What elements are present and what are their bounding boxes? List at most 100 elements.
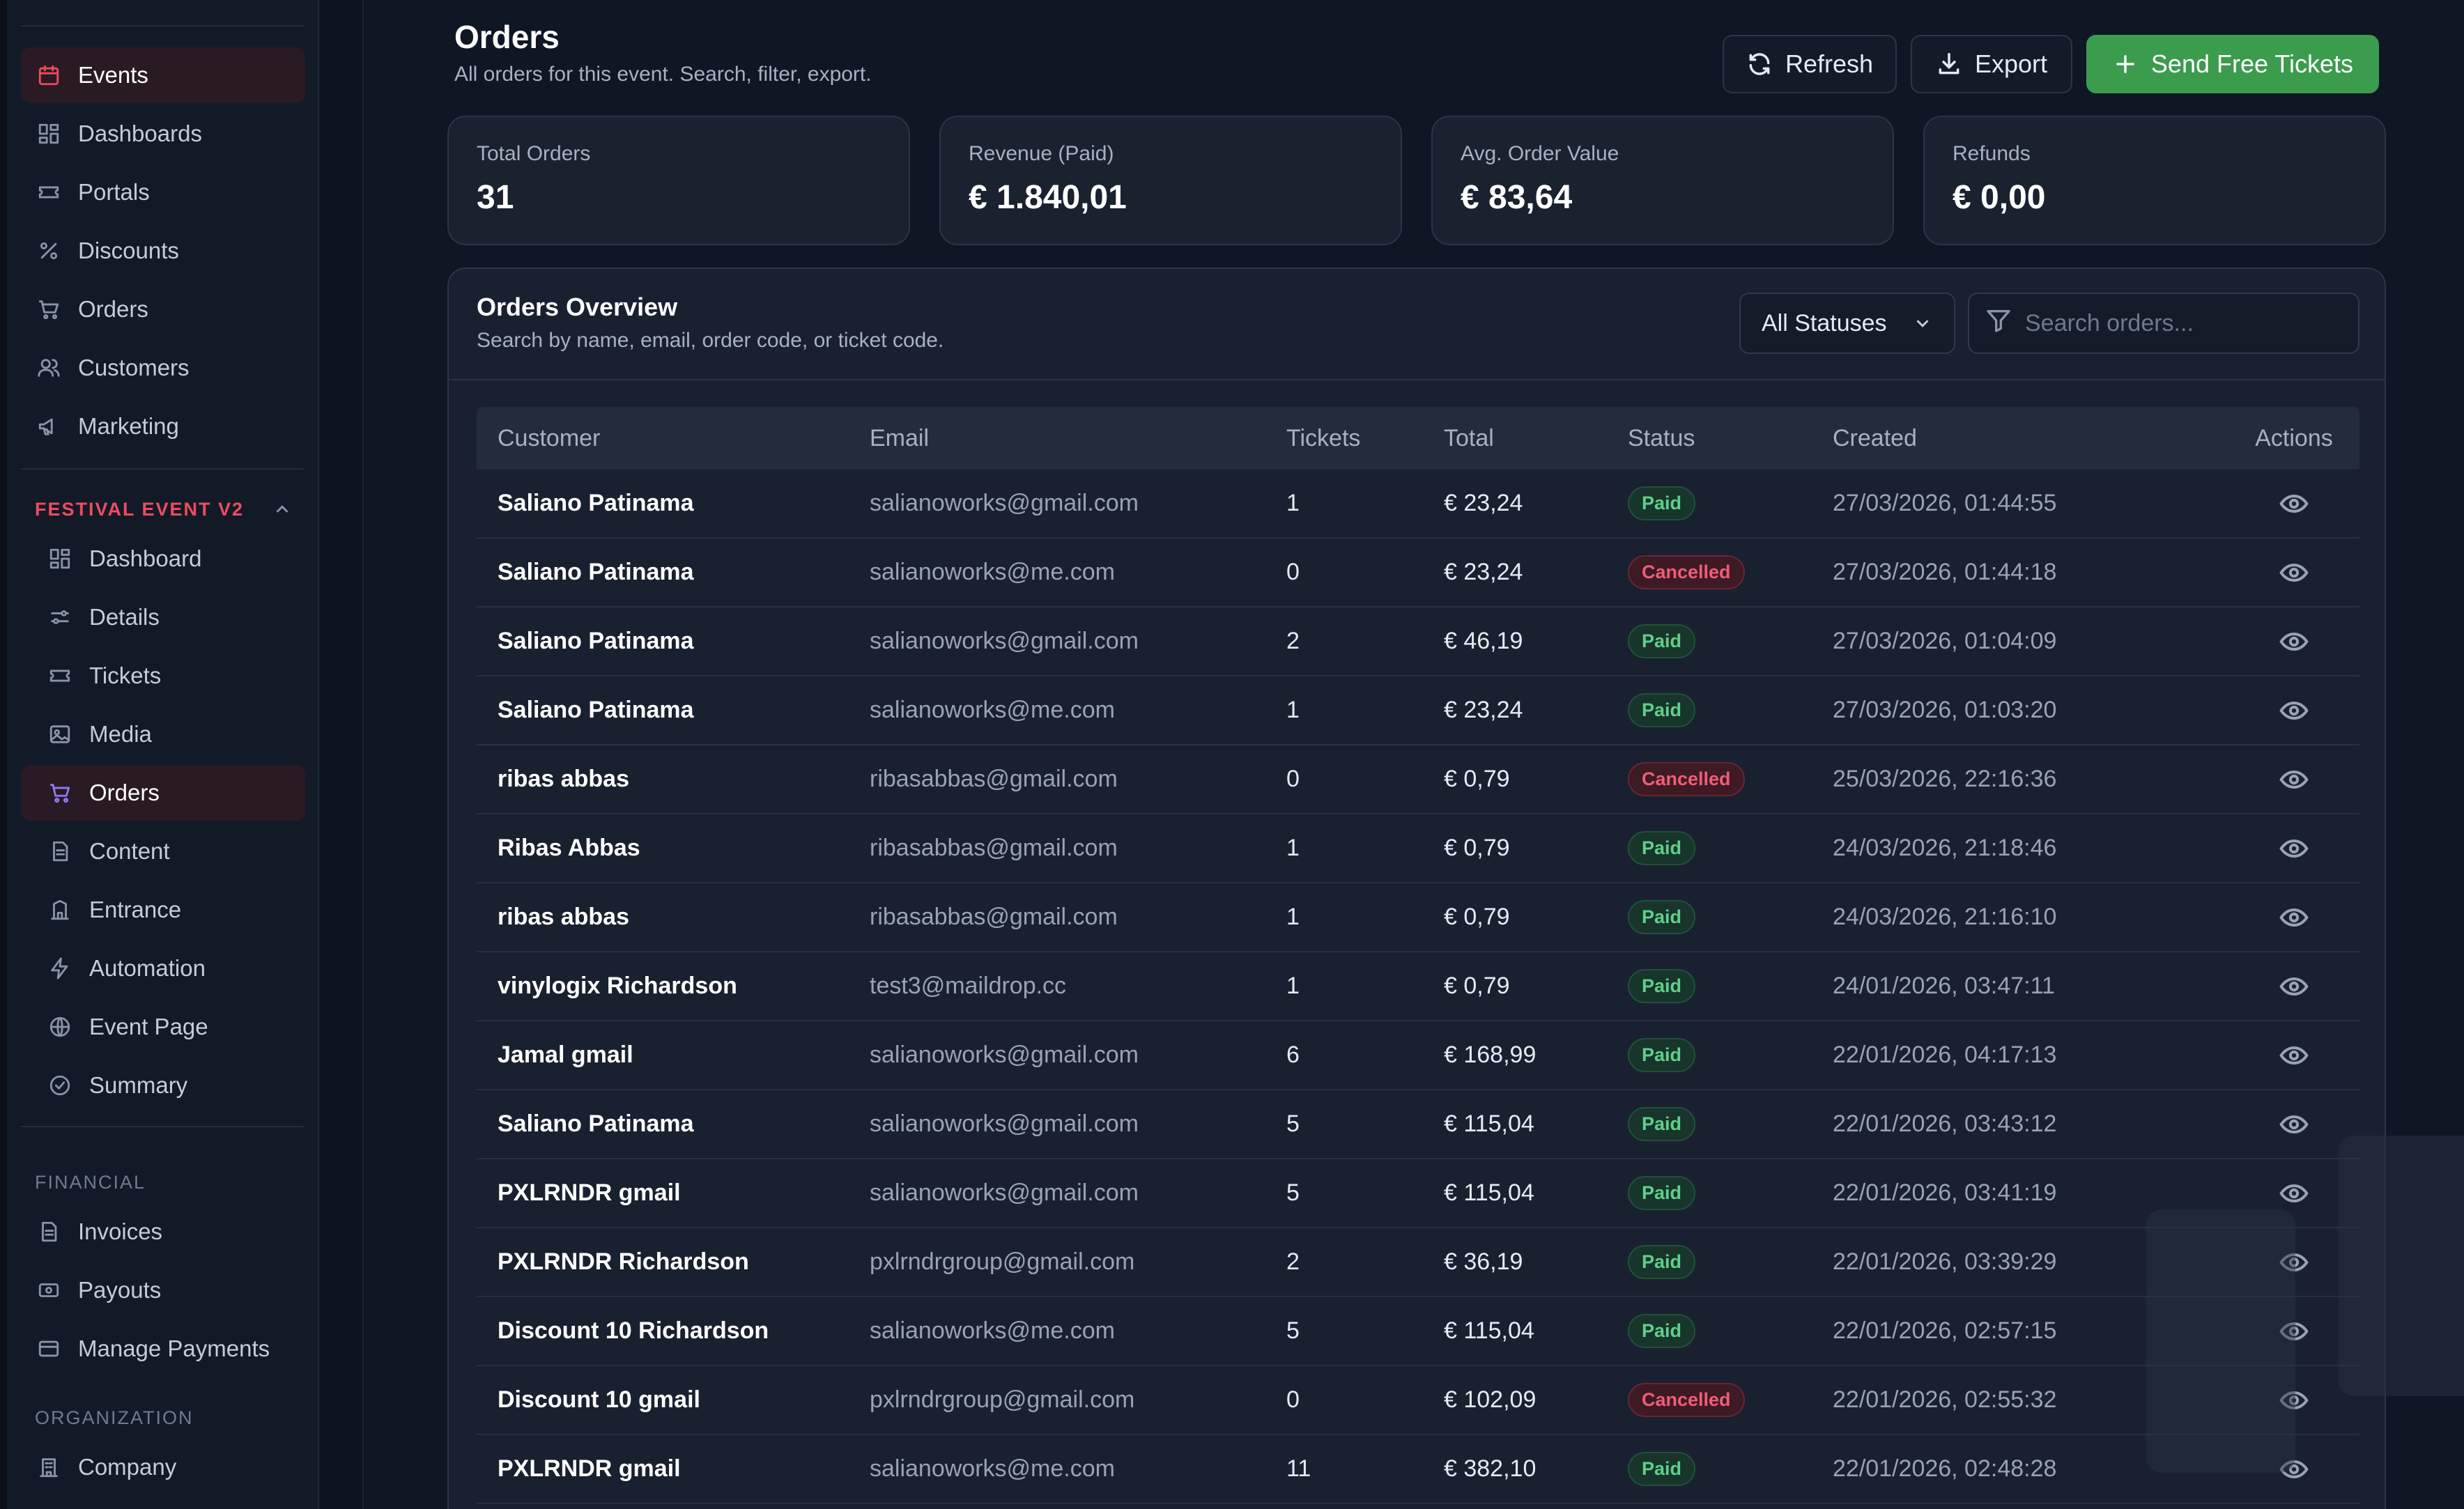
- section-label: FINANCIAL: [35, 1172, 146, 1193]
- view-order-button[interactable]: [2228, 488, 2359, 519]
- customer-name: Saliano Patinama: [498, 1111, 694, 1137]
- eye-icon: [2279, 1184, 2309, 1202]
- sidebar-item-events[interactable]: Events: [21, 47, 305, 103]
- order-total: € 23,24: [1444, 490, 1523, 516]
- refresh-button[interactable]: Refresh: [1723, 35, 1897, 93]
- export-label: Export: [1974, 49, 2048, 78]
- view-order-button[interactable]: [2228, 1040, 2359, 1071]
- view-order-button[interactable]: [2228, 557, 2359, 588]
- ticket-icon: [46, 662, 74, 690]
- created-at: 22/01/2026, 03:43:12: [1833, 1111, 2057, 1137]
- status-cell: Paid: [1628, 624, 1833, 658]
- sidebar-item-tickets[interactable]: Tickets: [21, 648, 305, 704]
- sidebar-item-company[interactable]: Company: [21, 1439, 305, 1495]
- table-row[interactable]: Jamal gmail salianoworks@gmail.com 6 € 1…: [477, 1021, 2359, 1090]
- status-badge: Paid: [1628, 1314, 1696, 1348]
- search-input[interactable]: [2025, 309, 2358, 337]
- eye-icon: [2279, 1115, 2309, 1133]
- customer-email: test3@maildrop.cc: [870, 973, 1067, 999]
- view-order-button[interactable]: [2228, 764, 2359, 795]
- eye-icon: [2279, 563, 2309, 582]
- sidebar-item-dashboards[interactable]: Dashboards: [21, 106, 305, 162]
- table-row[interactable]: Ribas Abbas ribasabbas@gmail.com 1 € 0,7…: [477, 814, 2359, 883]
- search-box[interactable]: [1968, 293, 2359, 354]
- sidebar-item-portals[interactable]: Portals: [21, 164, 305, 220]
- view-order-button[interactable]: [2228, 1247, 2359, 1278]
- sidebar-edge: [0, 0, 7, 1509]
- status-filter-select[interactable]: All Statuses: [1739, 293, 1955, 354]
- order-total: € 23,24: [1444, 697, 1523, 723]
- eye-icon: [2279, 908, 2309, 927]
- sidebar-item-content[interactable]: Content: [21, 823, 305, 879]
- sidebar-item-label: Marketing: [78, 413, 179, 439]
- view-order-button[interactable]: [2228, 626, 2359, 657]
- view-order-button[interactable]: [2228, 833, 2359, 864]
- status-cell: Paid: [1628, 900, 1833, 934]
- sidebar-item-details[interactable]: Details: [21, 589, 305, 645]
- table-row[interactable]: Saliano Patinama salianoworks@me.com 1 €…: [477, 676, 2359, 745]
- stat-card-revenue: Revenue (Paid) € 1.840,01: [939, 116, 1402, 245]
- ticket-count: 1: [1286, 973, 1300, 999]
- stat-card-avg-order-value: Avg. Order Value € 83,64: [1431, 116, 1894, 245]
- sidebar-item-discounts[interactable]: Discounts: [21, 223, 305, 279]
- status-badge: Paid: [1628, 624, 1696, 658]
- view-order-button[interactable]: [2228, 1454, 2359, 1485]
- send-free-tickets-button[interactable]: Send Free Tickets: [2086, 35, 2379, 93]
- sidebar-item-payouts[interactable]: Payouts: [21, 1262, 305, 1318]
- sidebar-item-manage-payments[interactable]: Manage Payments: [21, 1321, 305, 1377]
- table-row[interactable]: PXLRNDR Richardson pxlrndrgroup@gmail.co…: [477, 1228, 2359, 1297]
- eye-icon: [2279, 839, 2309, 858]
- percent-icon: [35, 237, 63, 265]
- customer-email: ribasabbas@gmail.com: [870, 904, 1118, 930]
- sidebar-item-dashboard[interactable]: Dashboard: [21, 531, 305, 587]
- table-row[interactable]: Saliano Patinama salianoworks@me.com 0 €…: [477, 539, 2359, 608]
- chevron-up-icon[interactable]: [272, 499, 293, 525]
- view-order-button[interactable]: [2228, 1178, 2359, 1209]
- table-row[interactable]: Discount 10 gmail pxlrndrgroup@gmail.com…: [477, 1366, 2359, 1435]
- sidebar-item-event-orders[interactable]: Orders: [21, 765, 305, 821]
- view-order-button[interactable]: [2228, 1316, 2359, 1347]
- sidebar-item-media[interactable]: Media: [21, 706, 305, 762]
- table-row[interactable]: PXLRNDR gmail salianoworks@me.com 11 € 3…: [477, 1435, 2359, 1504]
- view-order-button[interactable]: [2228, 1109, 2359, 1140]
- table-row[interactable]: PXLRNDR gmail salianoworks@gmail.com 5 €…: [477, 1159, 2359, 1228]
- sidebar-item-label: Orders: [89, 780, 160, 805]
- eye-icon: [2279, 1460, 2309, 1478]
- table-row[interactable]: vinylogix Richardson test3@maildrop.cc 1…: [477, 952, 2359, 1021]
- event-section-header[interactable]: FESTIVAL EVENT V2: [35, 499, 300, 520]
- eye-icon: [2279, 632, 2309, 651]
- sidebar-item-automation[interactable]: Automation: [21, 941, 305, 996]
- created-at: 22/01/2026, 02:57:15: [1833, 1317, 2057, 1344]
- customer-email: salianoworks@gmail.com: [870, 490, 1139, 516]
- view-order-button[interactable]: [2228, 902, 2359, 933]
- table-row[interactable]: Saliano Patinama salianoworks@gmail.com …: [477, 1090, 2359, 1159]
- status-cell: Paid: [1628, 1107, 1833, 1141]
- order-total: € 0,79: [1444, 904, 1510, 930]
- divider: [21, 1126, 304, 1127]
- sidebar-item-summary[interactable]: Summary: [21, 1058, 305, 1113]
- stat-value: € 83,64: [1461, 179, 1573, 216]
- sidebar-item-marketing[interactable]: Marketing: [21, 398, 305, 454]
- view-order-button[interactable]: [2228, 971, 2359, 1002]
- table-row[interactable]: Discount 10 Richardson salianoworks@me.c…: [477, 1297, 2359, 1366]
- sidebar-item-entrance[interactable]: Entrance: [21, 882, 305, 938]
- customer-email: ribasabbas@gmail.com: [870, 766, 1118, 792]
- export-button[interactable]: Export: [1911, 35, 2072, 93]
- customer-name: Saliano Patinama: [498, 628, 694, 654]
- ticket-count: 0: [1286, 559, 1300, 585]
- sidebar-item-event-page[interactable]: Event Page: [21, 999, 305, 1055]
- table-row[interactable]: Saliano Patinama salianoworks@gmail.com …: [477, 608, 2359, 676]
- table-row[interactable]: Saliano Patinama salianoworks@gmail.com …: [477, 470, 2359, 539]
- view-order-button[interactable]: [2228, 695, 2359, 726]
- view-order-button[interactable]: [2228, 1385, 2359, 1416]
- table-row[interactable]: ribas abbas ribasabbas@gmail.com 0 € 0,7…: [477, 745, 2359, 814]
- customer-email: salianoworks@gmail.com: [870, 1111, 1139, 1137]
- table-row[interactable]: ribas abbas ribasabbas@gmail.com 1 € 0,7…: [477, 883, 2359, 952]
- sidebar-item-customers[interactable]: Customers: [21, 340, 305, 396]
- sidebar-item-invoices[interactable]: Invoices: [21, 1204, 305, 1260]
- status-cell: Paid: [1628, 1038, 1833, 1072]
- eye-icon: [2279, 1046, 2309, 1065]
- sidebar-item-label: Customers: [78, 355, 190, 380]
- order-total: € 115,04: [1444, 1317, 1534, 1344]
- sidebar-item-orders[interactable]: Orders: [21, 281, 305, 337]
